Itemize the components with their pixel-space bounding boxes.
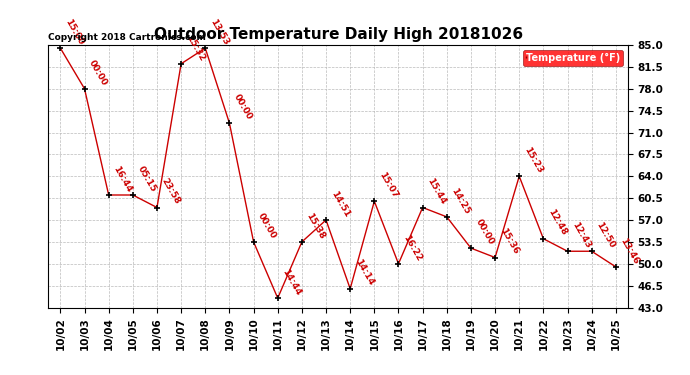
Text: 15:32: 15:32 (184, 33, 206, 62)
Text: 14:44: 14:44 (281, 267, 303, 297)
Text: 00:00: 00:00 (88, 58, 109, 87)
Text: 12:43: 12:43 (571, 220, 593, 250)
Text: 00:00: 00:00 (474, 218, 495, 247)
Text: 23:58: 23:58 (160, 177, 182, 206)
Text: 15:36: 15:36 (498, 227, 520, 256)
Text: 15:23: 15:23 (522, 146, 544, 175)
Text: 00:00: 00:00 (257, 211, 278, 240)
Text: 16:22: 16:22 (402, 233, 424, 262)
Text: 05:15: 05:15 (136, 164, 157, 194)
Text: 12:50: 12:50 (595, 220, 616, 250)
Legend: Temperature (°F): Temperature (°F) (523, 50, 623, 66)
Text: 15:38: 15:38 (305, 211, 327, 240)
Text: 14:14: 14:14 (353, 258, 375, 287)
Text: 12:48: 12:48 (546, 208, 569, 237)
Text: Copyright 2018 Cartronics.com: Copyright 2018 Cartronics.com (48, 33, 206, 42)
Text: 15:07: 15:07 (377, 171, 400, 200)
Text: 14:51: 14:51 (329, 189, 351, 219)
Text: 13:53: 13:53 (208, 18, 230, 47)
Text: 00:00: 00:00 (233, 93, 254, 122)
Text: 15:44: 15:44 (426, 177, 448, 206)
Text: 13:46: 13:46 (619, 236, 641, 266)
Text: 16:44: 16:44 (112, 164, 134, 194)
Title: Outdoor Temperature Daily High 20181026: Outdoor Temperature Daily High 20181026 (154, 27, 522, 42)
Text: 14:25: 14:25 (450, 186, 472, 216)
Text: 15:00: 15:00 (63, 18, 85, 47)
